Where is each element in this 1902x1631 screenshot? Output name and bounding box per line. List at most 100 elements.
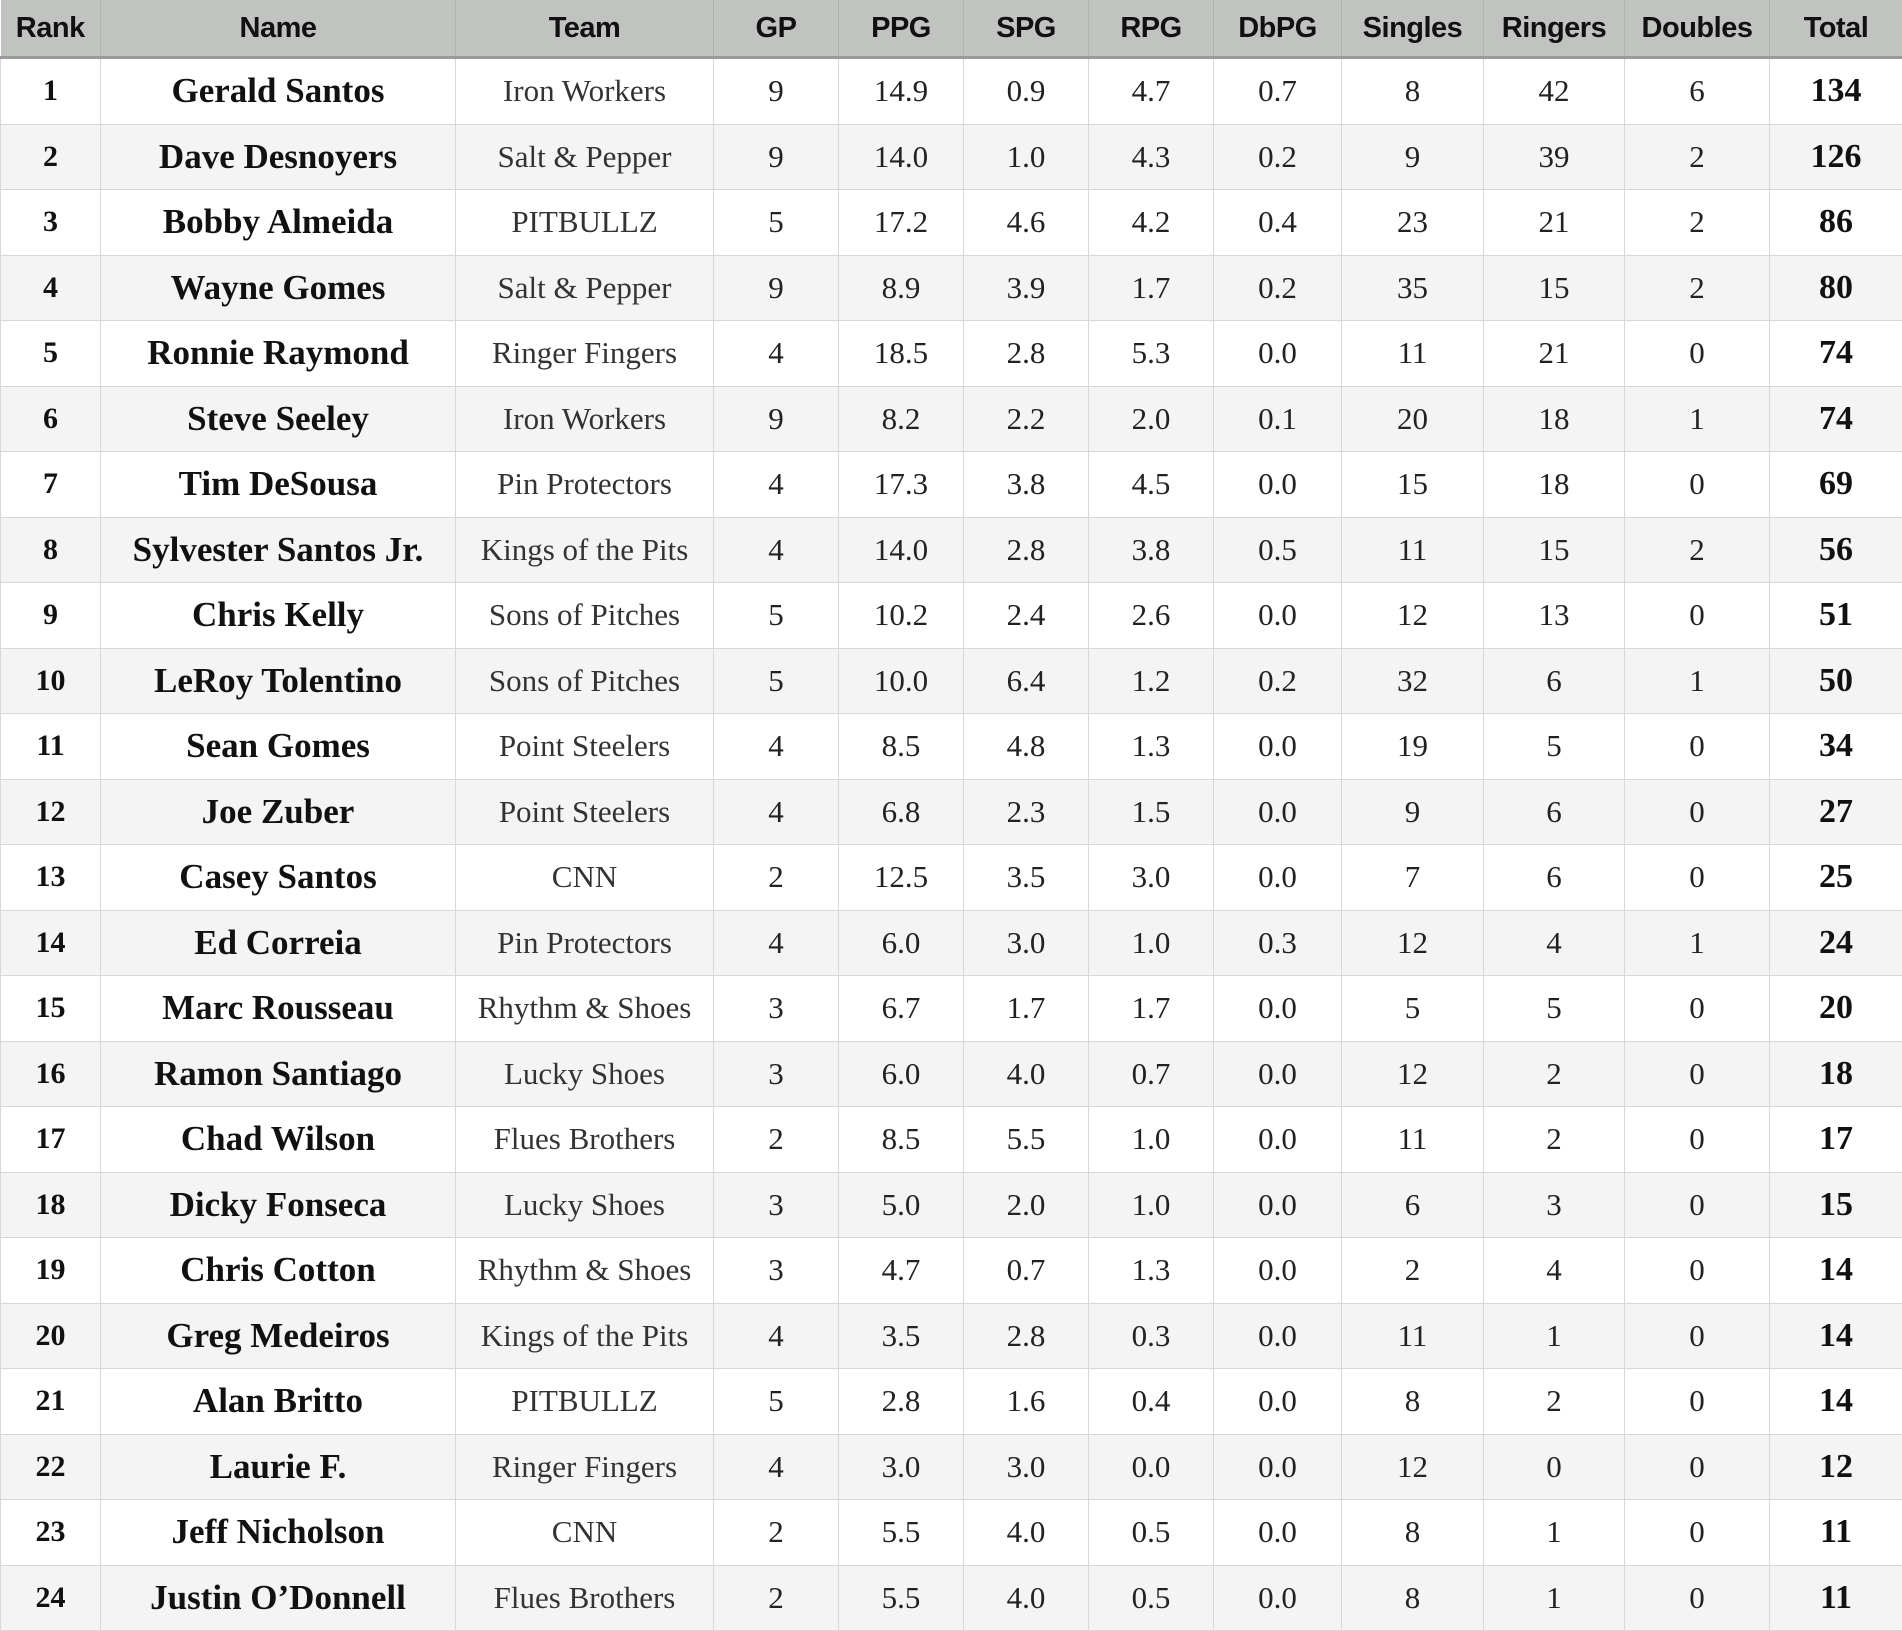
cell-gp: 4 bbox=[714, 452, 839, 518]
cell-total: 14 bbox=[1770, 1238, 1902, 1304]
column-header-team[interactable]: Team bbox=[456, 0, 714, 58]
cell-name: Casey Santos bbox=[101, 845, 456, 911]
cell-ppg: 3.5 bbox=[839, 1303, 964, 1369]
column-header-ringers[interactable]: Ringers bbox=[1484, 0, 1625, 58]
cell-ppg: 14.0 bbox=[839, 124, 964, 190]
cell-ppg: 4.7 bbox=[839, 1238, 964, 1304]
column-header-rpg[interactable]: RPG bbox=[1089, 0, 1214, 58]
column-header-total[interactable]: Total bbox=[1770, 0, 1902, 58]
cell-team: Lucky Shoes bbox=[456, 1172, 714, 1238]
cell-dbpg: 0.0 bbox=[1214, 1107, 1342, 1173]
cell-spg: 3.0 bbox=[964, 910, 1089, 976]
cell-dbpg: 0.3 bbox=[1214, 910, 1342, 976]
cell-team: Point Steelers bbox=[456, 779, 714, 845]
cell-spg: 2.0 bbox=[964, 1172, 1089, 1238]
cell-rank: 21 bbox=[1, 1369, 101, 1435]
cell-doubles: 0 bbox=[1625, 1107, 1770, 1173]
cell-total: 15 bbox=[1770, 1172, 1902, 1238]
cell-spg: 0.9 bbox=[964, 58, 1089, 125]
cell-rpg: 0.4 bbox=[1089, 1369, 1214, 1435]
cell-gp: 5 bbox=[714, 648, 839, 714]
cell-rpg: 4.5 bbox=[1089, 452, 1214, 518]
cell-spg: 2.8 bbox=[964, 517, 1089, 583]
cell-spg: 2.4 bbox=[964, 583, 1089, 649]
cell-spg: 4.8 bbox=[964, 714, 1089, 780]
cell-ppg: 5.5 bbox=[839, 1500, 964, 1566]
cell-rpg: 1.7 bbox=[1089, 255, 1214, 321]
cell-rank: 20 bbox=[1, 1303, 101, 1369]
cell-total: 86 bbox=[1770, 190, 1902, 256]
cell-total: 14 bbox=[1770, 1303, 1902, 1369]
cell-rpg: 0.5 bbox=[1089, 1565, 1214, 1631]
cell-ringers: 0 bbox=[1484, 1434, 1625, 1500]
cell-dbpg: 0.2 bbox=[1214, 255, 1342, 321]
cell-ppg: 14.0 bbox=[839, 517, 964, 583]
cell-doubles: 0 bbox=[1625, 1041, 1770, 1107]
cell-gp: 9 bbox=[714, 386, 839, 452]
cell-rpg: 1.0 bbox=[1089, 1107, 1214, 1173]
column-header-rank[interactable]: Rank bbox=[1, 0, 101, 58]
cell-ppg: 10.2 bbox=[839, 583, 964, 649]
cell-dbpg: 0.0 bbox=[1214, 321, 1342, 387]
cell-singles: 11 bbox=[1342, 1107, 1484, 1173]
cell-dbpg: 0.0 bbox=[1214, 583, 1342, 649]
column-header-spg[interactable]: SPG bbox=[964, 0, 1089, 58]
cell-singles: 8 bbox=[1342, 1565, 1484, 1631]
cell-dbpg: 0.0 bbox=[1214, 845, 1342, 911]
cell-rank: 22 bbox=[1, 1434, 101, 1500]
cell-total: 34 bbox=[1770, 714, 1902, 780]
cell-name: Sylvester Santos Jr. bbox=[101, 517, 456, 583]
column-header-dbpg[interactable]: DbPG bbox=[1214, 0, 1342, 58]
cell-dbpg: 0.0 bbox=[1214, 1041, 1342, 1107]
cell-team: Salt & Pepper bbox=[456, 124, 714, 190]
cell-dbpg: 0.2 bbox=[1214, 648, 1342, 714]
cell-total: 74 bbox=[1770, 386, 1902, 452]
cell-singles: 19 bbox=[1342, 714, 1484, 780]
cell-ppg: 6.0 bbox=[839, 910, 964, 976]
cell-ppg: 10.0 bbox=[839, 648, 964, 714]
cell-gp: 2 bbox=[714, 1107, 839, 1173]
cell-spg: 0.7 bbox=[964, 1238, 1089, 1304]
cell-name: Chris Kelly bbox=[101, 583, 456, 649]
cell-doubles: 6 bbox=[1625, 58, 1770, 125]
column-header-doubles[interactable]: Doubles bbox=[1625, 0, 1770, 58]
cell-ringers: 4 bbox=[1484, 1238, 1625, 1304]
cell-gp: 2 bbox=[714, 845, 839, 911]
cell-ppg: 8.2 bbox=[839, 386, 964, 452]
column-header-ppg[interactable]: PPG bbox=[839, 0, 964, 58]
cell-total: 24 bbox=[1770, 910, 1902, 976]
cell-rank: 6 bbox=[1, 386, 101, 452]
cell-gp: 4 bbox=[714, 321, 839, 387]
column-header-name[interactable]: Name bbox=[101, 0, 456, 58]
cell-rpg: 4.2 bbox=[1089, 190, 1214, 256]
cell-name: Gerald Santos bbox=[101, 58, 456, 125]
cell-gp: 5 bbox=[714, 583, 839, 649]
cell-ringers: 21 bbox=[1484, 321, 1625, 387]
column-header-singles[interactable]: Singles bbox=[1342, 0, 1484, 58]
cell-ppg: 17.3 bbox=[839, 452, 964, 518]
cell-rpg: 3.8 bbox=[1089, 517, 1214, 583]
cell-name: Dicky Fonseca bbox=[101, 1172, 456, 1238]
cell-total: 50 bbox=[1770, 648, 1902, 714]
cell-team: Flues Brothers bbox=[456, 1107, 714, 1173]
cell-spg: 1.7 bbox=[964, 976, 1089, 1042]
cell-team: Sons of Pitches bbox=[456, 648, 714, 714]
cell-ringers: 18 bbox=[1484, 386, 1625, 452]
column-header-gp[interactable]: GP bbox=[714, 0, 839, 58]
cell-dbpg: 0.0 bbox=[1214, 1434, 1342, 1500]
cell-total: 18 bbox=[1770, 1041, 1902, 1107]
cell-rpg: 0.5 bbox=[1089, 1500, 1214, 1566]
cell-total: 51 bbox=[1770, 583, 1902, 649]
cell-total: 74 bbox=[1770, 321, 1902, 387]
cell-team: CNN bbox=[456, 845, 714, 911]
